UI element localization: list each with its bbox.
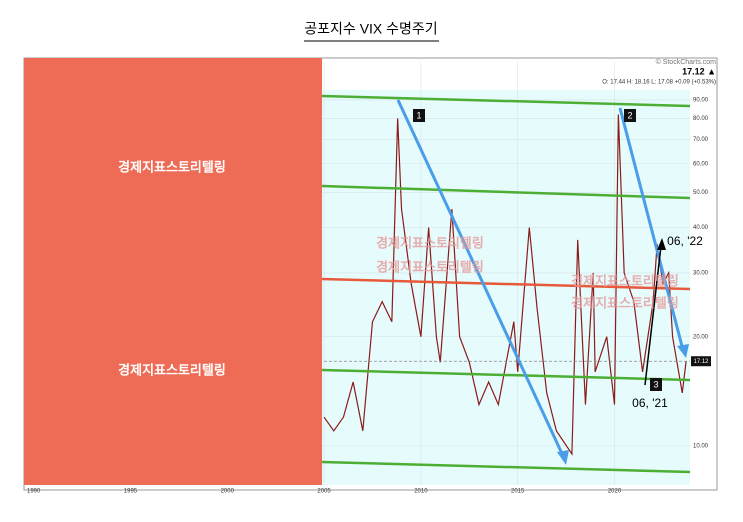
x-tick-label: 2020 (608, 489, 622, 495)
arrow-head (557, 450, 569, 465)
y-tick-label: 30.00 (693, 270, 709, 276)
channel-line (321, 184, 691, 200)
y-tick-label: 80.00 (693, 116, 709, 122)
last-price: 17.12 ▲ (682, 66, 716, 76)
annotation-box (624, 109, 636, 122)
watermark: 경제지표스토리텔링 (376, 235, 484, 250)
x-tick-label: 2000 (221, 489, 235, 495)
overlay-block (24, 58, 322, 485)
annotation: 06, '22 (667, 234, 703, 248)
annotation: 06, '21 (632, 396, 668, 410)
chart-title: 공포지수 VIX 수명주기 (304, 21, 437, 37)
arrow-head (677, 344, 689, 358)
last-price-box (691, 356, 711, 367)
x-tick-label: 1995 (124, 489, 138, 495)
y-tick-label: 70.00 (693, 137, 709, 143)
last-price-label: 17.12 (693, 359, 709, 365)
y-tick-label: 20.00 (693, 334, 709, 340)
y-tick-label: 40.00 (693, 225, 709, 231)
watermark: 경제지표스토리텔링 (571, 295, 679, 310)
down-arrow (618, 107, 685, 351)
series-line (323, 114, 687, 456)
trend-lines (321, 94, 691, 474)
annotation-box (413, 109, 425, 122)
x-tick-label: 2005 (317, 489, 331, 495)
annotation: 3 (653, 379, 658, 389)
arrow-head (657, 238, 666, 250)
channel-line (321, 94, 691, 108)
y-tick-label: 10.00 (693, 443, 709, 449)
x-tick-label: 2010 (414, 489, 428, 495)
y-tick-label: 50.00 (693, 190, 709, 196)
trend-line (321, 277, 691, 291)
watermark: 경제지표스토리텔링 (571, 273, 679, 288)
channel-line (321, 368, 691, 382)
ohlc: O: 17.44 H: 18.16 L: 17.08 +0.09 (+0.53%… (602, 80, 716, 86)
channel-line (321, 460, 691, 474)
x-tick-label: 2015 (511, 489, 525, 495)
annotation: 1 (416, 110, 421, 120)
down-arrow (396, 99, 566, 459)
annotation: 2 (627, 110, 632, 120)
source: © StockCharts.com (656, 58, 717, 66)
watermark: 경제지표스토리텔링 (118, 362, 226, 377)
watermark: 경제지표스토리텔링 (118, 159, 226, 174)
y-tick-label: 90.00 (693, 97, 709, 103)
x-tick-label: 1990 (27, 489, 41, 495)
watermark: 경제지표스토리텔링 (376, 259, 484, 274)
annotation-box (650, 378, 662, 391)
up-arrow (644, 245, 662, 386)
y-tick-label: 60.00 (693, 161, 709, 167)
